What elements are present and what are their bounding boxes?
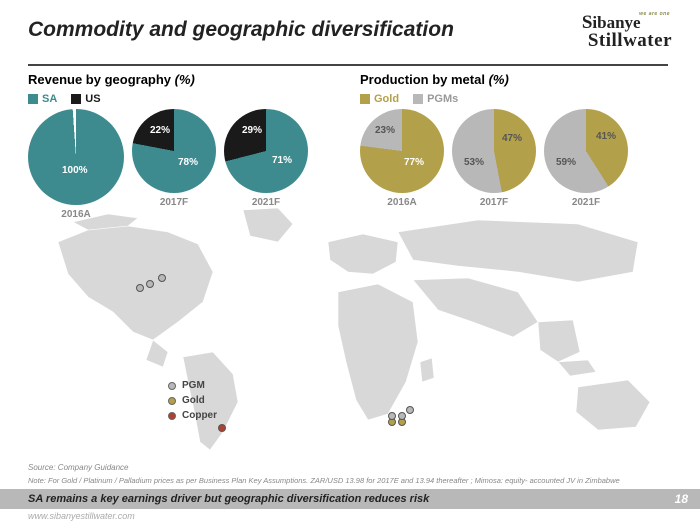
pie-slice-label: 47% [502, 133, 522, 144]
map-marker [218, 424, 226, 432]
footer-banner: SA remains a key earnings driver but geo… [0, 489, 700, 509]
pie-slice-label: 78% [178, 157, 198, 168]
legend-item: Gold [360, 93, 399, 105]
production-legend: Gold PGMs [360, 93, 672, 105]
pie-slice-label: 53% [464, 157, 484, 168]
revenue-section: Revenue by geography (%) SAUS 100%2016A7… [28, 72, 340, 220]
legend-item: PGMs [413, 93, 458, 105]
footer: Source: Company Guidance Note: For Gold … [0, 463, 700, 525]
map-marker [146, 280, 154, 288]
pie-slice-label: 100% [62, 165, 88, 176]
company-logo: we are one Sibanye Stillwater [582, 14, 672, 50]
revenue-legend: SA US [28, 93, 340, 105]
revenue-title: Revenue by geography (%) [28, 72, 340, 87]
map-legend-item: Gold [168, 395, 217, 406]
page-title: Commodity and geographic diversification [28, 18, 454, 42]
footer-url: www.sibanyestillwater.com [0, 509, 700, 525]
pie-slice-label: 22% [150, 125, 170, 136]
source-text: Source: Company Guidance [0, 463, 700, 476]
map-legend-item: Copper [168, 410, 217, 421]
pie-slice-label: 77% [404, 157, 424, 168]
title-underline [28, 64, 668, 66]
pie-chart: 77%23%2016A [360, 109, 444, 208]
pie-chart: 41%59%2021F [544, 109, 628, 208]
legend-item: US [71, 93, 100, 105]
pie-slice-label: 59% [556, 157, 576, 168]
map-legend: PGM Gold Copper [168, 380, 217, 425]
production-pies: 77%23%2016A47%53%2017F41%59%2021F [360, 109, 672, 208]
footnote: Note: For Gold / Platinum / Palladium pr… [0, 476, 700, 489]
production-section: Production by metal (%) GoldPGMs 77%23%2… [360, 72, 672, 220]
pie-slice-label: 41% [596, 131, 616, 142]
map-marker [398, 412, 406, 420]
legend-item: SA [28, 93, 57, 105]
map-marker [406, 406, 414, 414]
map-legend-item: PGM [168, 380, 217, 391]
production-title: Production by metal (%) [360, 72, 672, 87]
page-number: 18 [675, 492, 688, 506]
pie-slice-label: 23% [375, 125, 395, 136]
pie-slice-label: 29% [242, 125, 262, 136]
map-marker [388, 412, 396, 420]
banner-text: SA remains a key earnings driver but geo… [28, 493, 429, 505]
pie-slice-label: 71% [272, 155, 292, 166]
world-map: PGM Gold Copper [28, 212, 672, 467]
pie-chart: 47%53%2017F [452, 109, 536, 208]
map-marker [158, 274, 166, 282]
map-marker [136, 284, 144, 292]
